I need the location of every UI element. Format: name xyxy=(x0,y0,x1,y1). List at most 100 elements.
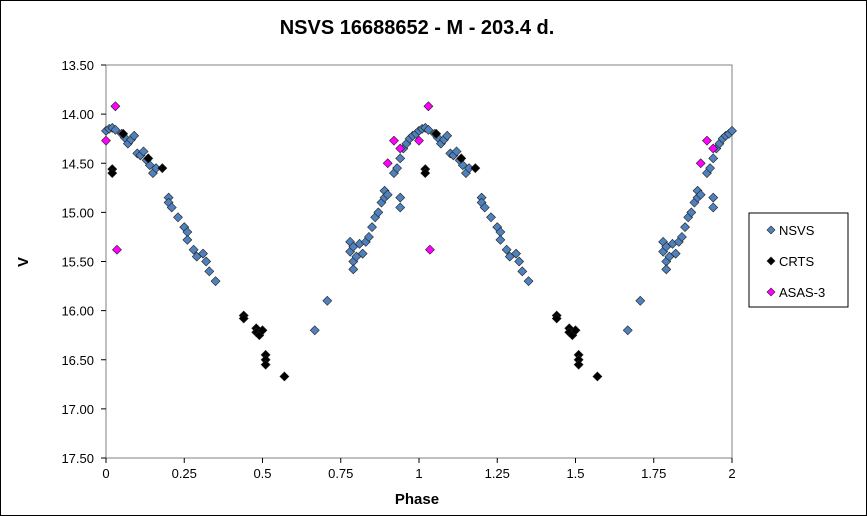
data-point xyxy=(138,146,149,157)
data-point xyxy=(257,325,268,336)
y-tick-label: 16.00 xyxy=(61,304,94,319)
data-point xyxy=(322,295,333,306)
data-point xyxy=(514,256,525,267)
plot-area xyxy=(105,64,733,459)
data-point xyxy=(622,325,633,336)
data-point xyxy=(367,222,377,233)
data-point xyxy=(363,232,374,242)
y-tick-label: 15.50 xyxy=(61,255,94,270)
data-point xyxy=(635,295,646,306)
y-tick-label: 13.50 xyxy=(61,58,94,73)
data-point xyxy=(309,325,320,336)
data-point xyxy=(470,163,481,174)
y-axis-title: V xyxy=(15,257,32,267)
data-point xyxy=(573,359,584,370)
y-tick-label: 17.50 xyxy=(61,451,94,466)
legend-marker xyxy=(766,256,776,266)
data-point xyxy=(708,192,719,203)
data-point xyxy=(382,189,393,200)
data-point xyxy=(501,244,512,255)
data-point xyxy=(425,244,435,255)
data-point xyxy=(423,124,434,135)
data-point xyxy=(107,168,118,178)
data-point xyxy=(382,158,393,169)
data-point xyxy=(118,128,129,139)
x-axis: 0 0.25 0.5 0.75 1 1.25 1.5 1.75 2 xyxy=(102,458,736,481)
legend-label: ASAS-3 xyxy=(779,285,825,300)
x-tick-label: 0 xyxy=(102,466,109,481)
data-point xyxy=(395,192,406,203)
x-axis-title: Phase xyxy=(395,491,439,508)
data-point xyxy=(661,264,672,275)
data-point xyxy=(395,153,406,164)
data-point xyxy=(188,244,199,255)
data-point xyxy=(395,202,406,213)
data-point xyxy=(279,371,290,382)
data-point xyxy=(198,248,208,259)
data-point xyxy=(101,135,111,146)
data-point xyxy=(680,222,690,233)
data-point xyxy=(702,135,712,146)
data-point xyxy=(110,124,121,135)
data-point xyxy=(389,135,399,146)
data-point xyxy=(238,313,249,324)
data-point xyxy=(260,359,271,370)
data-point xyxy=(570,325,581,336)
legend: NSVS CRTS ASAS-3 xyxy=(748,212,849,308)
data-point xyxy=(110,101,121,112)
chart-title: NSVS 16688652 - M - 203.4 d. xyxy=(280,17,555,39)
y-tick-label: 14.00 xyxy=(61,107,94,122)
data-point xyxy=(727,125,737,136)
data-point xyxy=(129,130,140,141)
data-point xyxy=(676,232,687,242)
y-tick-label: 14.50 xyxy=(61,156,94,171)
legend-marker xyxy=(766,225,776,235)
data-point xyxy=(686,207,697,218)
data-point xyxy=(431,128,442,139)
x-tick-label: 1.5 xyxy=(566,466,584,481)
data-point xyxy=(414,135,424,146)
series-asas-3 xyxy=(101,101,719,255)
data-point xyxy=(348,264,359,275)
legend-label: CRTS xyxy=(779,254,814,269)
data-point xyxy=(204,266,215,277)
x-tick-label: 0.25 xyxy=(172,466,197,481)
legend-box xyxy=(748,212,849,308)
x-tick-label: 2 xyxy=(728,466,735,481)
y-tick-label: 16.50 xyxy=(61,353,94,368)
data-point xyxy=(486,212,496,223)
data-point xyxy=(670,248,681,259)
data-point xyxy=(395,143,406,154)
x-tick-label: 1.75 xyxy=(641,466,666,481)
y-tick-label: 17.00 xyxy=(61,402,94,417)
data-markers xyxy=(101,101,737,382)
x-tick-label: 0.75 xyxy=(328,466,353,481)
data-point xyxy=(166,202,177,213)
data-point xyxy=(173,212,183,223)
data-point xyxy=(708,153,719,164)
data-point xyxy=(517,266,528,277)
x-tick-label: 1 xyxy=(415,466,422,481)
data-point xyxy=(423,101,434,112)
data-point xyxy=(551,313,562,324)
data-point xyxy=(112,244,122,255)
data-point xyxy=(705,163,716,174)
x-tick-label: 1.25 xyxy=(485,466,510,481)
legend-marker xyxy=(766,287,776,297)
data-point xyxy=(451,146,462,157)
data-point xyxy=(442,130,453,141)
data-point xyxy=(708,202,719,213)
data-point xyxy=(373,207,384,218)
y-tick-label: 15.00 xyxy=(61,205,94,220)
data-point xyxy=(592,371,603,382)
data-point xyxy=(479,202,490,213)
data-point xyxy=(210,276,221,287)
data-point xyxy=(511,248,521,259)
series-nsvs xyxy=(101,122,737,336)
legend-label: NSVS xyxy=(779,223,815,238)
data-point xyxy=(420,168,431,178)
data-point xyxy=(695,189,706,200)
data-point xyxy=(456,153,467,164)
series-crts xyxy=(107,128,603,382)
